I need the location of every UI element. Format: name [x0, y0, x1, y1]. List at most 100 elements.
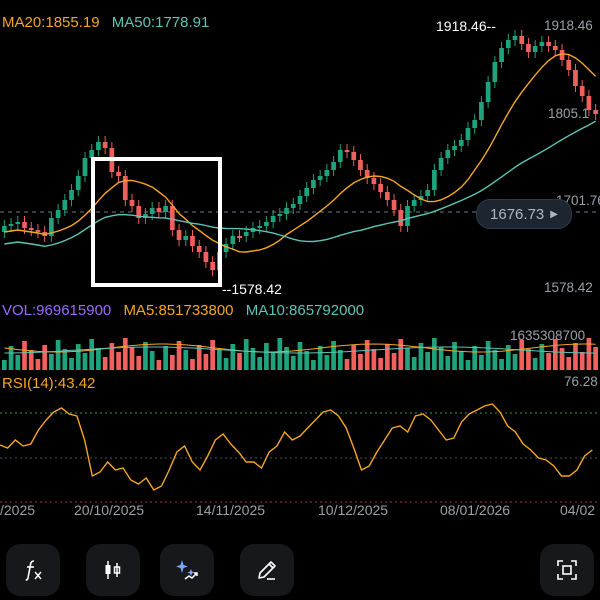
- candle: [532, 46, 538, 52]
- volume-bar: [546, 353, 551, 370]
- candle: [384, 192, 390, 200]
- candle: [143, 214, 148, 218]
- volume-bar: [432, 338, 437, 370]
- x-date-4: 08/01/2026: [440, 502, 511, 518]
- volume-bar: [156, 360, 162, 370]
- x-date-1: 20/10/2025: [74, 502, 145, 518]
- volume-bar: [223, 358, 229, 370]
- candle: [55, 210, 61, 218]
- current-price-value: 1676.73: [490, 205, 545, 223]
- chart-type-button[interactable]: [86, 544, 140, 596]
- volume-bar: [250, 348, 256, 370]
- price-axis-bottom: 1578.42: [544, 280, 593, 295]
- volume-bar: [337, 350, 343, 370]
- candle: [264, 222, 269, 226]
- volume-bar: [102, 357, 108, 370]
- rsi-line: [0, 403, 593, 491]
- indicator-button[interactable]: [6, 544, 60, 596]
- ma20-line: [4, 53, 597, 253]
- candle: [156, 208, 162, 212]
- candle: [297, 196, 303, 204]
- volume-bar: [290, 356, 296, 370]
- price-legend: MA20:1855.19 MA50:1778.91: [2, 14, 217, 31]
- x-date-2: 14/11/2025: [196, 502, 266, 518]
- volume-bar: [479, 355, 484, 370]
- volume-bar: [109, 343, 115, 370]
- volume-bar: [22, 341, 27, 370]
- candle: [102, 142, 108, 148]
- volume-bar: [445, 356, 451, 370]
- volume-bar: [324, 355, 330, 370]
- volume-bar: [264, 343, 269, 370]
- candle: [304, 188, 310, 196]
- candle: [458, 140, 464, 146]
- rsi-axis-top: 76.28: [564, 374, 598, 389]
- volume-bar: [75, 344, 81, 370]
- candle: [351, 152, 357, 160]
- candle: [2, 226, 7, 232]
- candle: [136, 206, 142, 218]
- candle: [28, 228, 34, 230]
- volume-bar: [411, 357, 417, 370]
- candle: [270, 216, 276, 222]
- volume-bar: [559, 348, 565, 370]
- ma50-line: [4, 120, 596, 248]
- volume-bar: [364, 340, 370, 370]
- candle: [505, 40, 511, 48]
- volume-bar: [317, 346, 323, 370]
- high-marker-label: 1918.46--: [436, 18, 496, 34]
- candle: [479, 102, 484, 120]
- candle: [465, 128, 471, 140]
- volume-bar: [196, 345, 202, 370]
- candle: [129, 200, 135, 206]
- candle: [284, 208, 289, 214]
- volume-bar: [183, 350, 189, 370]
- volume-bar: [270, 352, 276, 370]
- candle: [432, 170, 437, 190]
- scan-icon: [557, 560, 577, 580]
- ma20-legend: MA20:1855.19: [2, 14, 100, 31]
- candle: [405, 206, 410, 226]
- current-price-pill[interactable]: 1676.73 ▶: [476, 199, 572, 229]
- candle: [499, 48, 504, 62]
- candle: [411, 200, 417, 206]
- vol-ma10-line: [4, 346, 596, 354]
- candle: [203, 252, 209, 262]
- volume-bar: [505, 345, 511, 370]
- volume-legend: VOL:969615900 MA5:851733800 MA10:8657920…: [2, 302, 372, 319]
- volume-bar: [304, 351, 310, 370]
- volume-axis-top: 1635308700: [510, 328, 586, 343]
- high-marker-value: 1918.46: [436, 18, 487, 34]
- candle: [593, 110, 598, 114]
- candle: [69, 190, 74, 200]
- volume-bar: [210, 340, 215, 370]
- volume-bar: [69, 358, 74, 370]
- candle: [257, 226, 263, 228]
- volume-bar: [512, 354, 518, 370]
- candle: [8, 224, 14, 226]
- candlestick-chart[interactable]: [0, 0, 600, 540]
- candle: [210, 262, 215, 270]
- candle: [539, 42, 545, 46]
- candle: [35, 230, 41, 232]
- candle: [96, 142, 101, 150]
- volume-bar: [351, 345, 357, 370]
- candle: [546, 42, 551, 46]
- candle: [223, 244, 229, 252]
- low-marker-value: 1578.42: [231, 281, 282, 297]
- volume-bar: [230, 344, 236, 370]
- volume-bar: [217, 349, 222, 370]
- draw-button[interactable]: [240, 544, 294, 596]
- selection-box: [91, 157, 222, 287]
- candle: [364, 170, 370, 178]
- screenshot-button[interactable]: [540, 544, 594, 596]
- ai-tools-button[interactable]: [160, 544, 214, 596]
- volume-bar: [243, 339, 249, 370]
- function-icon: [25, 560, 42, 581]
- candle: [526, 44, 531, 52]
- volume-bar: [418, 343, 424, 370]
- volume-bar: [485, 341, 491, 370]
- candle: [358, 160, 363, 170]
- volume-bar: [35, 359, 41, 370]
- candle: [391, 200, 397, 210]
